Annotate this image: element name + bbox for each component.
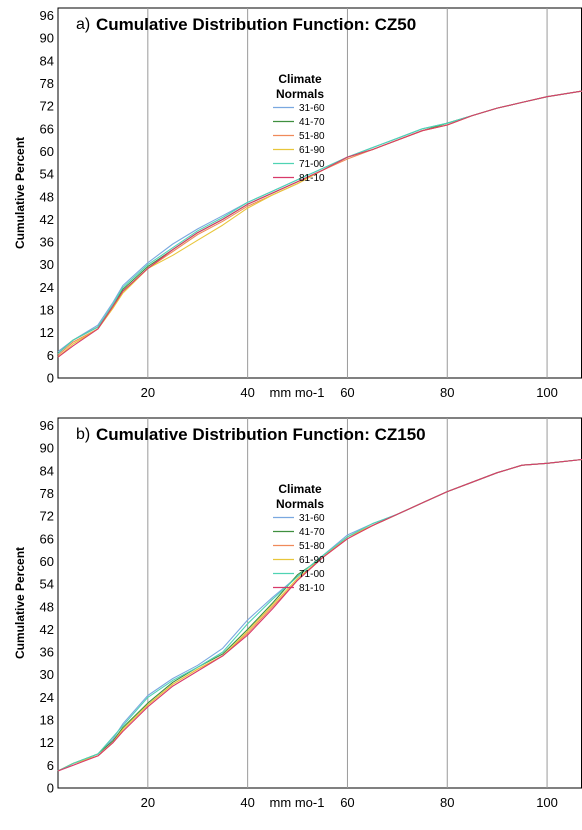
- y-tick-label: 36: [40, 235, 54, 250]
- y-tick-label: 42: [40, 212, 54, 227]
- y-tick-label: 90: [40, 31, 54, 46]
- legend-entry-label: 31-60: [299, 513, 325, 524]
- y-tick-label: 30: [40, 257, 54, 272]
- y-axis-label-b: Cumulative Percent: [13, 547, 27, 659]
- legend-title-line: Normals: [276, 87, 324, 101]
- y-ticks-b: 0 6 12 18 24 30 36 42 48 54 60 66 72 78 84 90 96: [40, 418, 54, 795]
- y-tick-label: 24: [40, 690, 54, 705]
- legend-entry-label: 71-00: [299, 569, 325, 580]
- x-axis-label-a: mm mo-1: [270, 385, 325, 400]
- panel-label-a: a): [76, 16, 90, 33]
- y-tick-label: 66: [40, 531, 54, 546]
- legend-entry-label: 81-10: [299, 173, 325, 184]
- y-axis-label-a: Cumulative Percent: [13, 137, 27, 249]
- panel-label-b: b): [76, 426, 90, 443]
- y-tick-label: 78: [40, 486, 54, 501]
- x-tick-label: 40: [240, 385, 254, 400]
- x-tick-label: 100: [536, 385, 558, 400]
- x-tick-label: 20: [141, 385, 155, 400]
- chart-panel-a: 0 6 12 18 24 30 36 42 48 54 60 66 72 78 84 90 96 20 40 60 8…: [13, 7, 582, 400]
- x-tick-label: 100: [536, 795, 558, 810]
- x-tick-label: 60: [340, 385, 354, 400]
- chart-title-b: Cumulative Distribution Function: CZ150: [96, 425, 426, 444]
- y-tick-label: 0: [47, 781, 54, 796]
- y-tick-label: 18: [40, 303, 54, 318]
- x-tick-label: 80: [440, 795, 454, 810]
- y-tick-label: 78: [40, 76, 54, 91]
- series-line-81-10: [57, 458, 582, 772]
- y-tick-label: 12: [40, 735, 54, 750]
- y-tick-label: 48: [40, 599, 54, 614]
- y-tick-label: 96: [40, 8, 54, 23]
- chart-panel-b: 0 6 12 18 24 30 36 42 48 54 60 66 72 78 84 90 96 20 40 60 8…: [13, 417, 582, 810]
- series-lines-a: [57, 90, 582, 358]
- legend-title-line: Climate: [278, 72, 322, 86]
- y-tick-label: 60: [40, 144, 54, 159]
- y-tick-label: 6: [47, 758, 54, 773]
- y-tick-label: 96: [40, 418, 54, 433]
- y-tick-label: 48: [40, 189, 54, 204]
- y-tick-label: 72: [40, 509, 54, 524]
- legend-entry-label: 61-90: [299, 555, 325, 566]
- legend-entry-label: 61-90: [299, 145, 325, 156]
- y-tick-label: 54: [40, 577, 54, 592]
- y-ticks-a: 0 6 12 18 24 30 36 42 48 54 60 66 72 78 84 90 96: [40, 8, 54, 385]
- y-tick-label: 18: [40, 713, 54, 728]
- legend-title-line: Climate: [278, 482, 322, 496]
- x-tick-label: 60: [340, 795, 354, 810]
- y-tick-label: 84: [40, 53, 54, 68]
- y-tick-label: 30: [40, 667, 54, 682]
- x-tick-label: 20: [141, 795, 155, 810]
- legend-entry-label: 51-80: [299, 541, 325, 552]
- y-tick-label: 36: [40, 645, 54, 660]
- y-tick-label: 60: [40, 554, 54, 569]
- gridlines-b: [147, 418, 548, 788]
- gridlines-a: [147, 8, 548, 378]
- series-lines-b: [57, 458, 582, 772]
- legend-entry-label: 51-80: [299, 131, 325, 142]
- x-axis-label-b: mm mo-1: [270, 795, 325, 810]
- x-tick-label: 40: [240, 795, 254, 810]
- y-tick-label: 72: [40, 99, 54, 114]
- x-ticks-b: 20 40 60 80 100: [141, 795, 558, 810]
- x-tick-label: 80: [440, 385, 454, 400]
- legend-entry-label: 41-70: [299, 527, 325, 538]
- legend-entry-label: 71-00: [299, 159, 325, 170]
- y-tick-label: 6: [47, 348, 54, 363]
- plot-area-a: [57, 7, 582, 379]
- series-line-81-10: [57, 90, 582, 358]
- x-ticks-a: 20 40 60 80 100: [141, 385, 558, 400]
- y-tick-label: 84: [40, 463, 54, 478]
- y-tick-label: 42: [40, 622, 54, 637]
- plot-area-b: [57, 417, 582, 789]
- legend-entry-label: 41-70: [299, 117, 325, 128]
- y-tick-label: 90: [40, 441, 54, 456]
- chart-title-a: Cumulative Distribution Function: CZ50: [96, 15, 416, 34]
- y-tick-label: 12: [40, 325, 54, 340]
- y-tick-label: 54: [40, 167, 54, 182]
- legend-entry-label: 81-10: [299, 583, 325, 594]
- y-tick-label: 24: [40, 280, 54, 295]
- y-tick-label: 0: [47, 371, 54, 386]
- legend-entry-label: 31-60: [299, 103, 325, 114]
- y-tick-label: 66: [40, 121, 54, 136]
- legend-title-line: Normals: [276, 497, 324, 511]
